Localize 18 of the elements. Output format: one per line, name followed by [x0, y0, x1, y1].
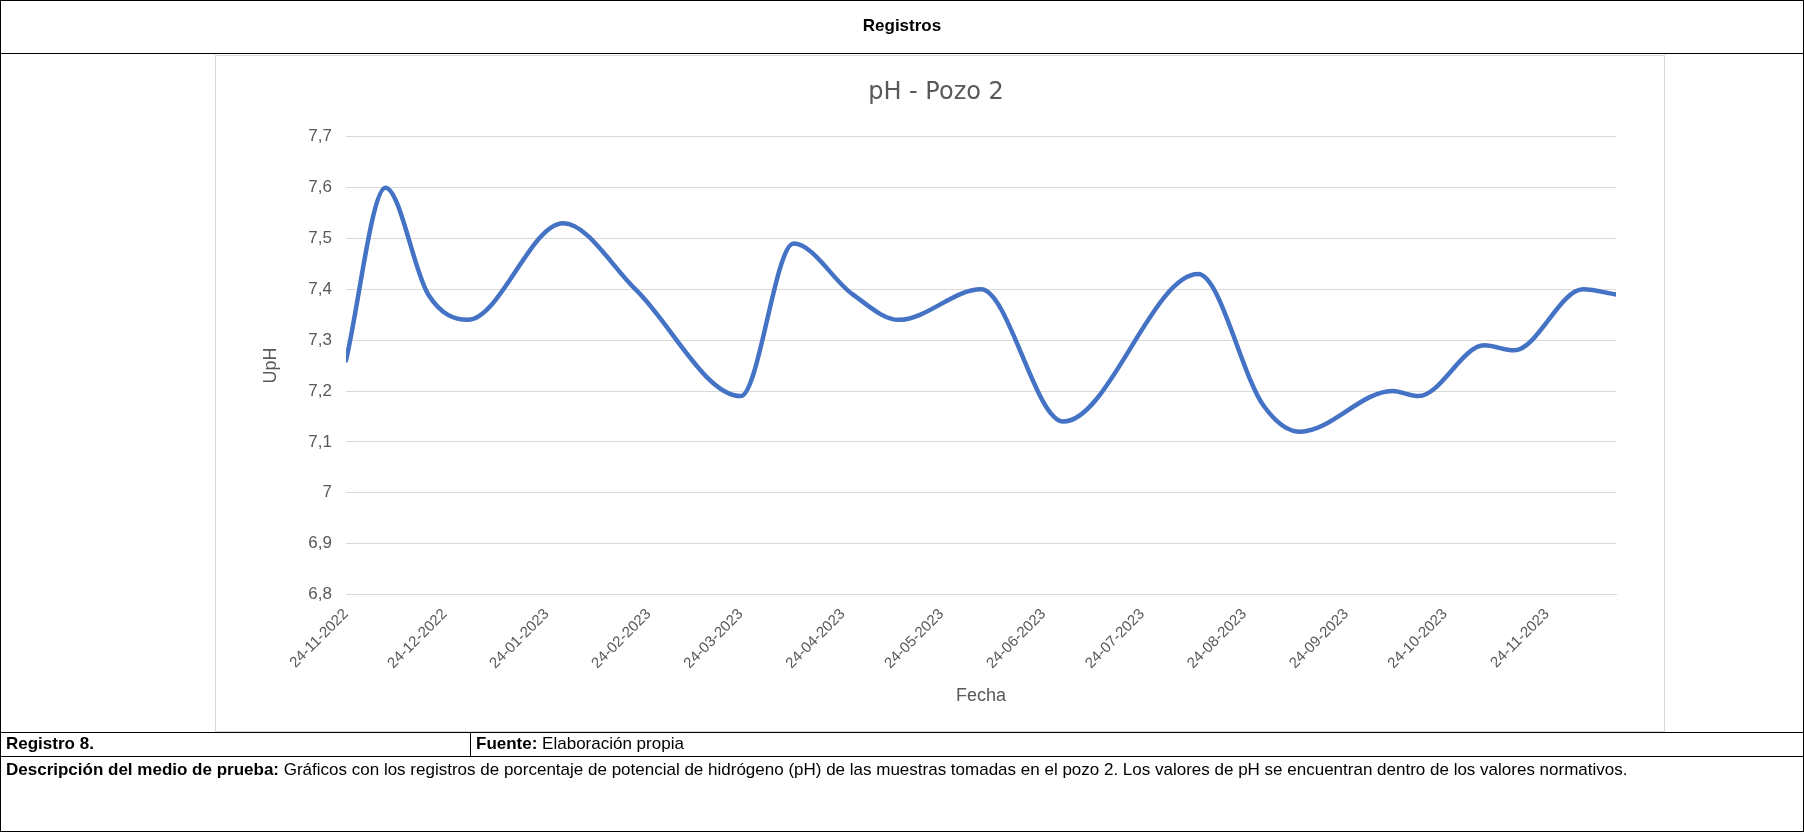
y-tick-label: 7,3: [308, 329, 332, 349]
y-tick-label: 7,7: [308, 126, 332, 146]
y-tick-label: 7,5: [308, 228, 332, 248]
y-tick-label: 6,8: [308, 584, 332, 604]
y-tick-label: 7,6: [308, 177, 332, 197]
text: Registros: [861, 16, 943, 36]
text: Registro 8.: [6, 734, 94, 754]
source-note: Fuente: Elaboración propia: [476, 734, 684, 754]
line-series: [346, 185, 1616, 434]
x-axis-title: Fecha: [955, 685, 1007, 706]
y-axis-title: UpH: [259, 347, 280, 384]
y-tick-label: 7,1: [308, 431, 332, 451]
chart-title: pH - Pozo 2: [868, 76, 1004, 105]
y-tick-label: 7: [322, 482, 332, 502]
y-tick-label: 7,2: [308, 380, 332, 400]
y-tick-label: 7,4: [308, 279, 332, 299]
y-tick-label: 6,9: [308, 533, 332, 553]
text: Descripción del medio de prueba: Gráficos con los registros de porcentaje de potencial de hidrógeno (pH) de las muestras tomadas en el pozo 2. Los valores de pH se encuentran dentro de los valores normativos.: [6, 759, 1629, 781]
